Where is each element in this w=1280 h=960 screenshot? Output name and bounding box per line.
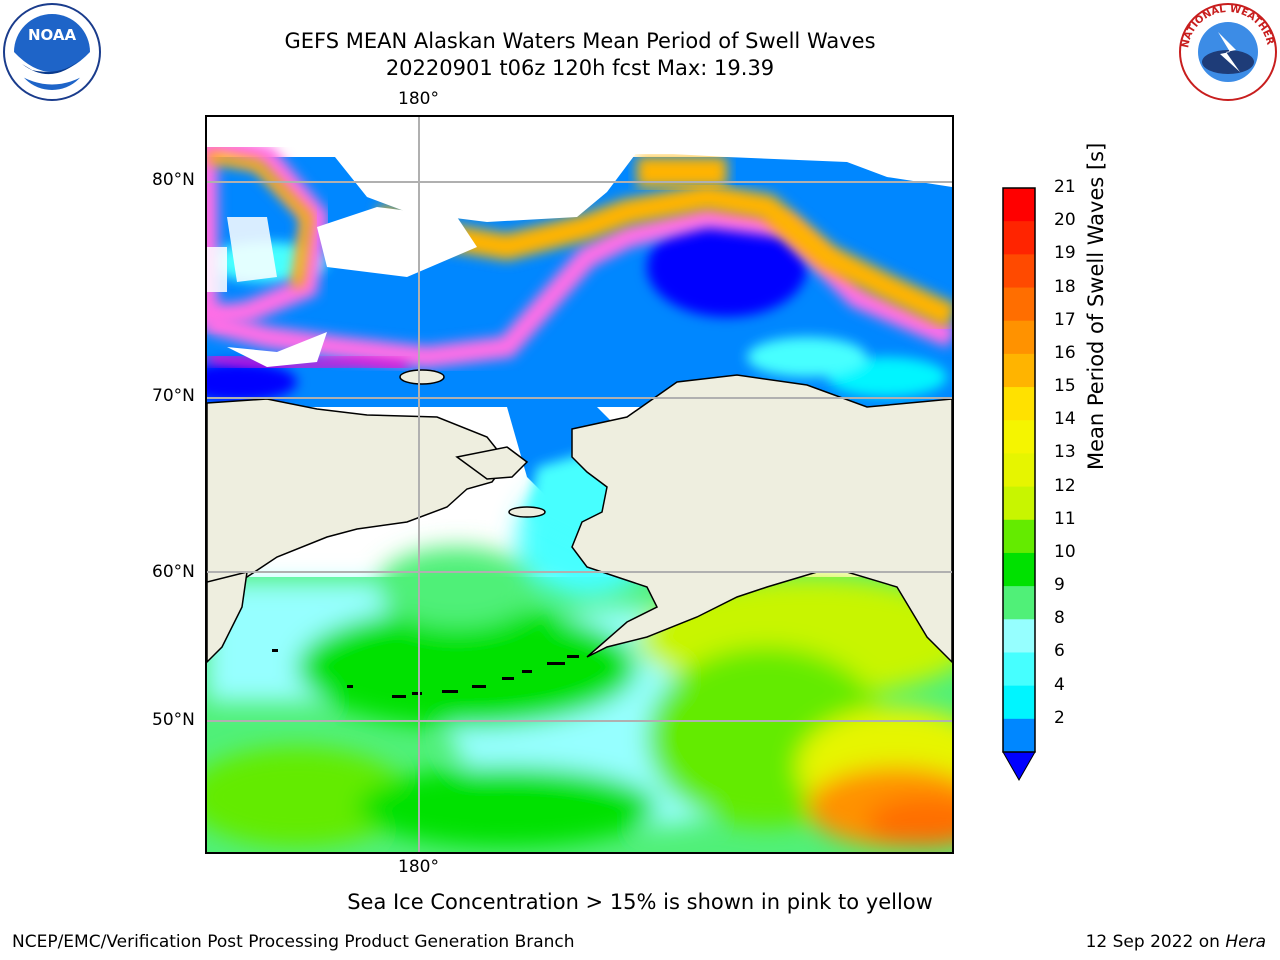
colorbar-cell [1003, 552, 1035, 587]
nws-logo: NATIONAL WEATHER SERVICE [1178, 2, 1277, 101]
colorbar-cell [1003, 486, 1035, 521]
colorbar-tick-label: 13 [1054, 442, 1076, 463]
colorbar-cell [1003, 453, 1035, 488]
colorbar-tick-label: 18 [1054, 276, 1076, 297]
colorbar [1002, 187, 1036, 782]
colorbar-tick-label: 2 [1054, 707, 1065, 728]
map-subtitle: 20220901 t06z 120h fcst Max: 19.39 [385, 56, 775, 80]
colorbar-cell [1003, 387, 1035, 421]
colorbar-cell [1003, 586, 1035, 620]
colorbar-label: Mean Period of Swell Waves [s] [1084, 142, 1108, 470]
colorbar-cell [1003, 420, 1035, 454]
land-masses [207, 369, 952, 664]
noaa-logo-text: NOAA [28, 26, 77, 44]
sea-ice-note: Sea Ice Concentration > 15% is shown in … [347, 890, 933, 914]
colorbar-tick-label: 15 [1054, 376, 1076, 397]
colorbar-cell [1003, 188, 1035, 222]
colorbar-tick-label: 9 [1054, 575, 1065, 596]
map-title: GEFS MEAN Alaskan Waters Mean Period of … [284, 29, 876, 53]
colorbar-tick-label: 21 [1054, 177, 1076, 197]
colorbar-cell [1003, 287, 1035, 322]
map-panel [205, 115, 954, 854]
colorbar-tick-label: 19 [1054, 243, 1076, 264]
lat-label-70n: 70°N [152, 386, 195, 406]
aleutian-islands [272, 649, 579, 698]
colorbar-tick-label: 12 [1054, 475, 1076, 496]
colorbar-tick-label: 20 [1054, 210, 1076, 231]
lat-label-60n: 60°N [152, 562, 195, 582]
colorbar-tick-label: 8 [1054, 608, 1065, 629]
colorbar-tick-label: 10 [1054, 541, 1076, 562]
colorbar-cell [1003, 320, 1035, 355]
sea-ice [207, 130, 952, 373]
colorbar-tick-label: 17 [1054, 309, 1076, 330]
footer-host: Hera [1225, 932, 1266, 952]
colorbar-cell [1003, 619, 1035, 653]
lat-label-50n: 50°N [152, 710, 195, 730]
colorbar-cell [1003, 718, 1035, 753]
map-field [207, 117, 952, 852]
footer-timestamp: 12 Sep 2022 on Hera [1085, 932, 1266, 952]
colorbar-cell [1003, 221, 1035, 255]
colorbar-tick-label: 4 [1054, 674, 1065, 695]
lon-label-top: 180° [398, 89, 439, 109]
colorbar-cell [1003, 353, 1035, 388]
footer-credit: NCEP/EMC/Verification Post Processing Pr… [12, 932, 575, 952]
colorbar-tick-label: 6 [1054, 641, 1065, 662]
colorbar-cell [1003, 254, 1035, 289]
colorbar-cell [1003, 685, 1035, 720]
colorbar-cell [1003, 652, 1035, 687]
colorbar-tick-label: 16 [1054, 342, 1076, 363]
lon-label-bottom: 180° [398, 857, 439, 877]
gridlines [207, 117, 952, 852]
colorbar-cell [1003, 519, 1035, 554]
noaa-logo: NOAA [3, 3, 101, 101]
colorbar-tick-label: 14 [1054, 409, 1076, 430]
colorbar-tick-label: 11 [1054, 508, 1076, 529]
lat-label-80n: 80°N [152, 170, 195, 190]
